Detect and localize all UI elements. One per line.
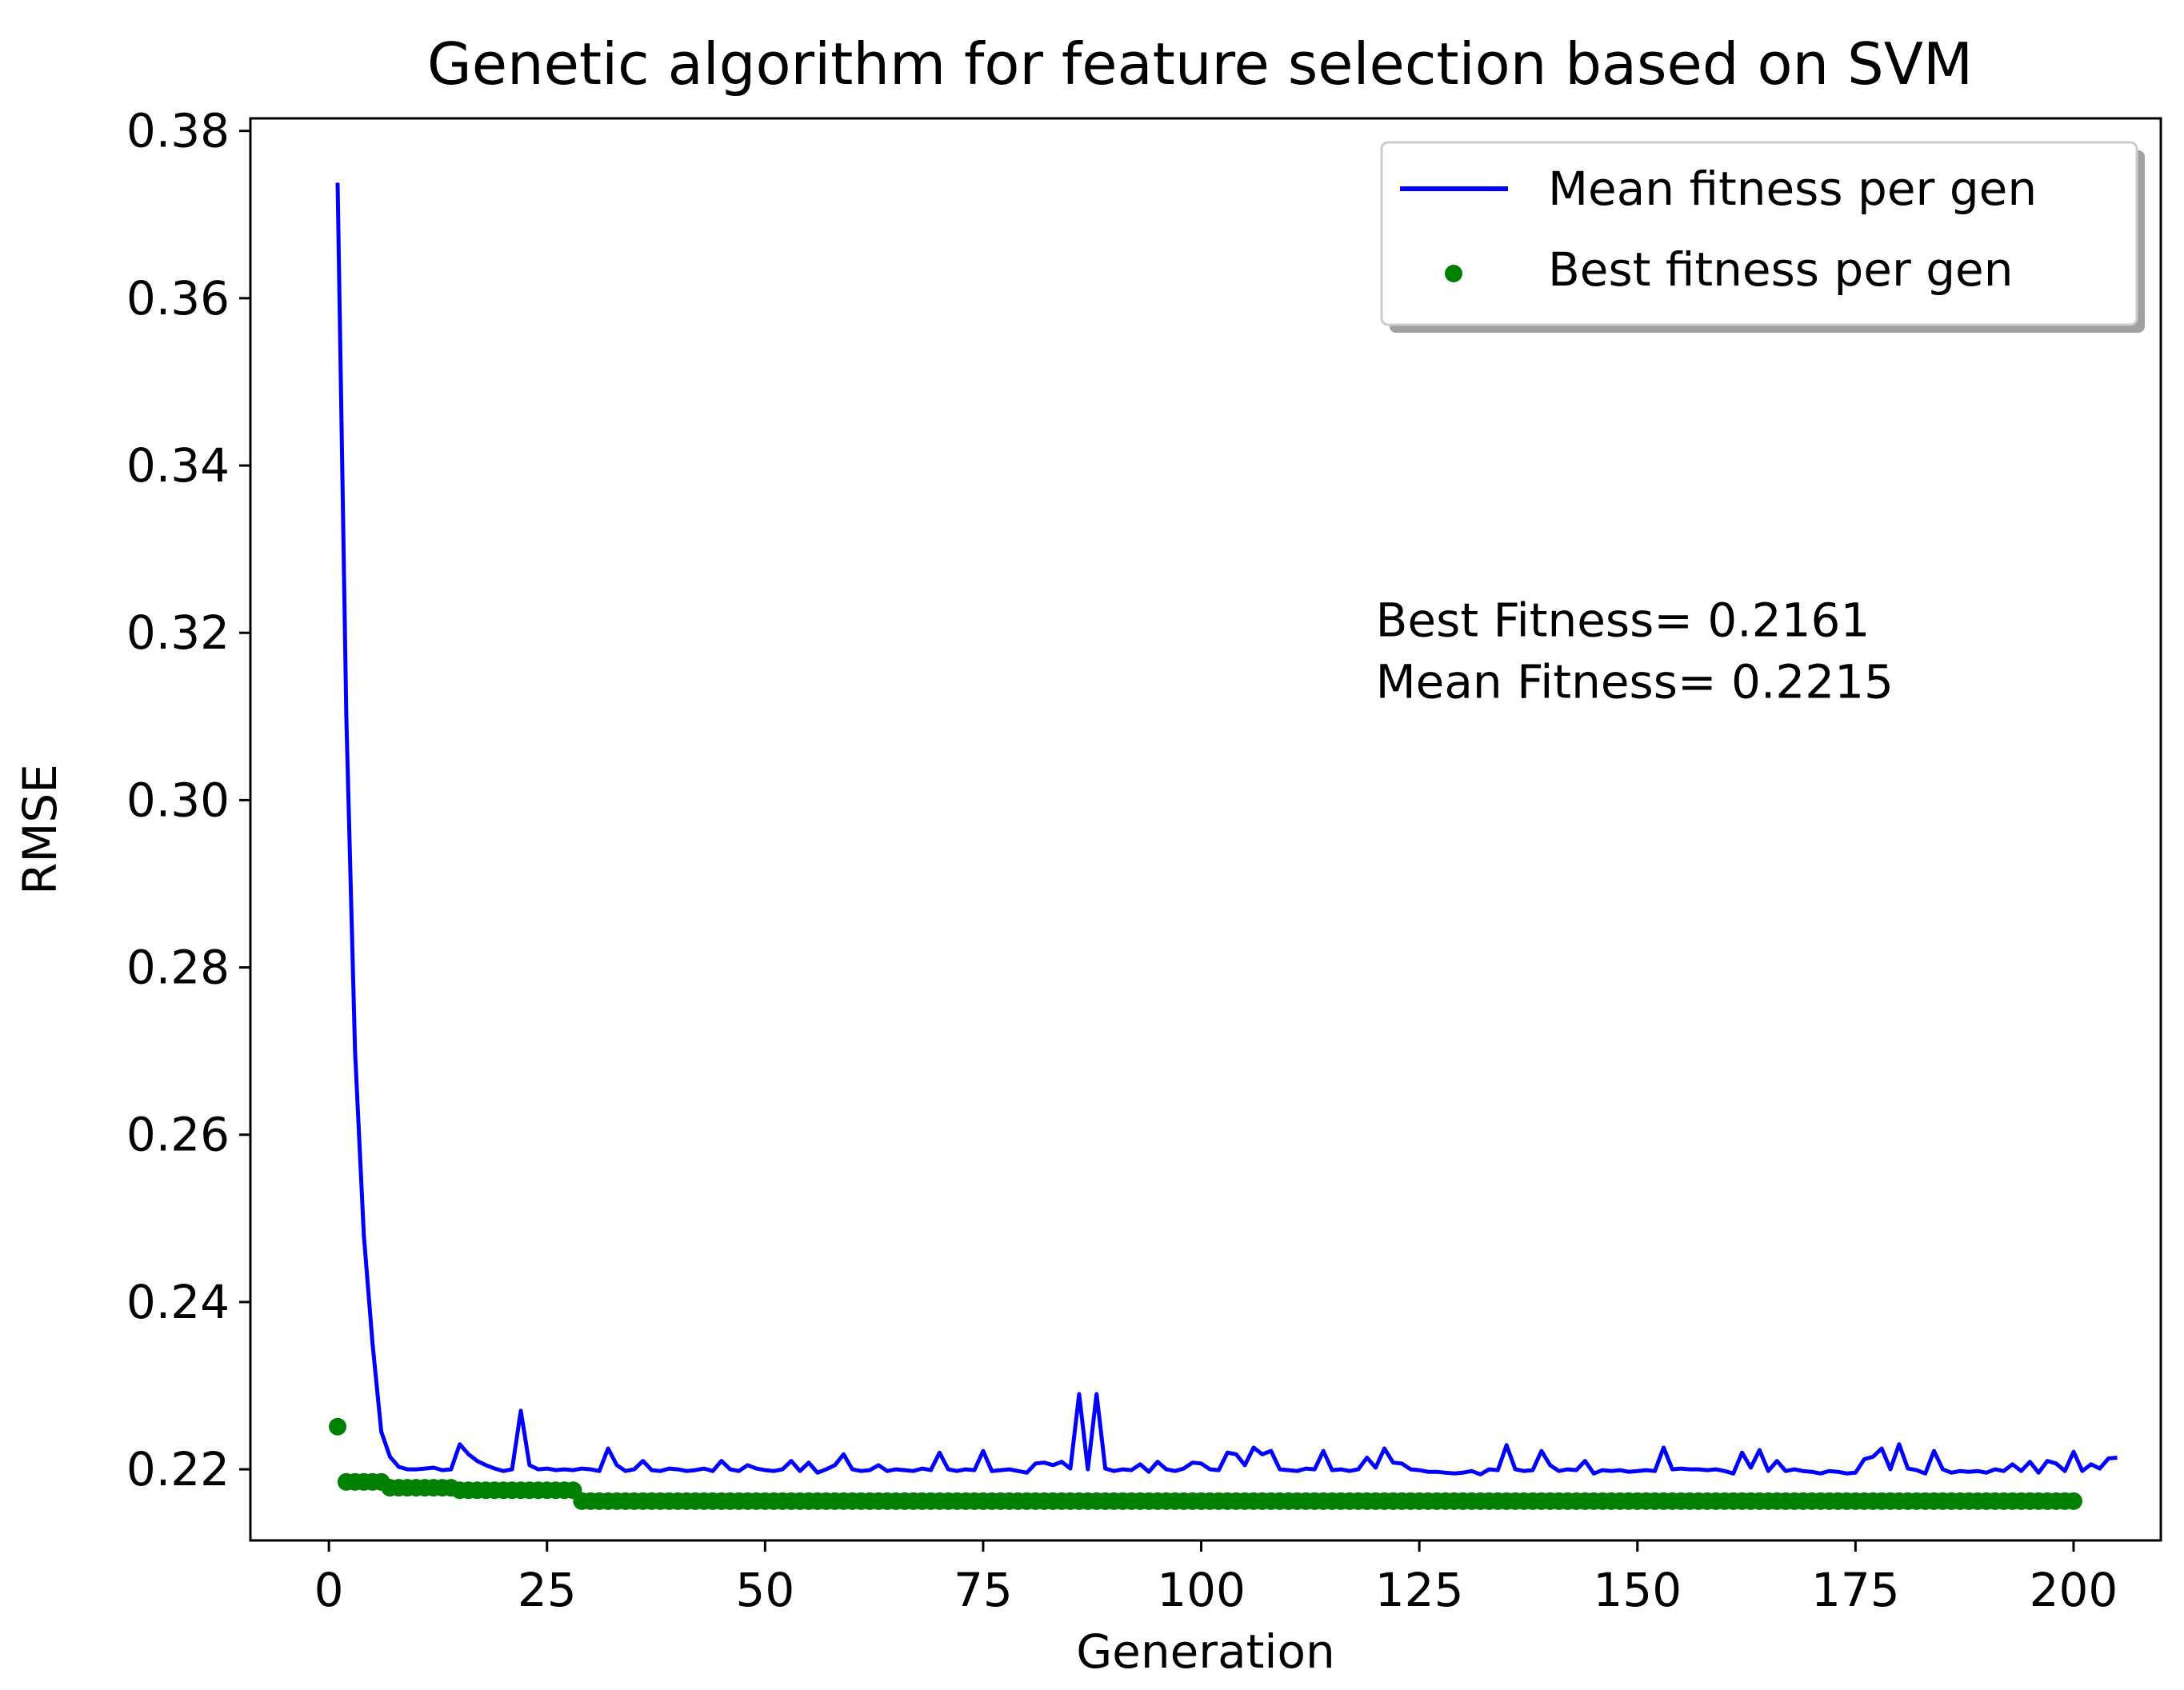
plot-area bbox=[249, 117, 2162, 1542]
x-tick-label: 125 bbox=[1375, 1563, 1464, 1617]
legend: Mean fitness per gen Best fitness per ge… bbox=[1380, 141, 2145, 333]
legend-marker-swatch bbox=[1445, 265, 1462, 282]
annotation-line: Mean Fitness= 0.2215 bbox=[1376, 655, 1894, 709]
y-axis: 0.22 0.24 0.26 0.28 0.30 0.32 0.34 0.36 0.38 bbox=[126, 104, 250, 1496]
y-tick-label: 0.30 bbox=[126, 773, 230, 827]
x-tick-label: 175 bbox=[1811, 1563, 1900, 1617]
y-tick-label: 0.38 bbox=[126, 104, 230, 158]
fitness-annotation: Best Fitness= 0.2161 Mean Fitness= 0.2215 bbox=[1376, 593, 1894, 709]
best-fitness-series bbox=[329, 1417, 2082, 1510]
annotation-line: Best Fitness= 0.2161 bbox=[1376, 593, 1870, 648]
x-tick-label: 200 bbox=[2030, 1563, 2118, 1617]
y-tick-label: 0.22 bbox=[126, 1442, 230, 1496]
x-axis-label: Generation bbox=[1076, 1624, 1335, 1679]
y-tick-label: 0.36 bbox=[126, 271, 230, 326]
x-tick-label: 75 bbox=[954, 1563, 1013, 1617]
y-tick-label: 0.24 bbox=[126, 1275, 230, 1329]
x-tick-label: 50 bbox=[735, 1563, 794, 1617]
plot-frame bbox=[249, 117, 2162, 1542]
best-fitness-point bbox=[2064, 1492, 2082, 1510]
legend-box bbox=[1380, 141, 2138, 326]
legend-label-best: Best fitness per gen bbox=[1548, 242, 2014, 297]
y-tick-label: 0.26 bbox=[126, 1108, 230, 1162]
y-tick-label: 0.34 bbox=[126, 438, 230, 493]
x-tick-label: 0 bbox=[314, 1563, 344, 1617]
y-axis-label: RMSE bbox=[13, 764, 67, 895]
chart-title: Genetic algorithm for feature selection … bbox=[427, 30, 1973, 98]
x-tick-label: 150 bbox=[1593, 1563, 1682, 1617]
x-axis: 0 25 50 75 100 125 150 175 200 bbox=[314, 1540, 2118, 1617]
y-tick-label: 0.32 bbox=[126, 605, 230, 660]
x-tick-label: 100 bbox=[1157, 1563, 1246, 1617]
legend-label-mean: Mean fitness per gen bbox=[1548, 162, 2037, 216]
y-tick-label: 0.28 bbox=[126, 941, 230, 995]
best-fitness-point bbox=[329, 1417, 347, 1436]
mean-fitness-line bbox=[335, 182, 2118, 1476]
x-tick-label: 25 bbox=[518, 1563, 577, 1617]
